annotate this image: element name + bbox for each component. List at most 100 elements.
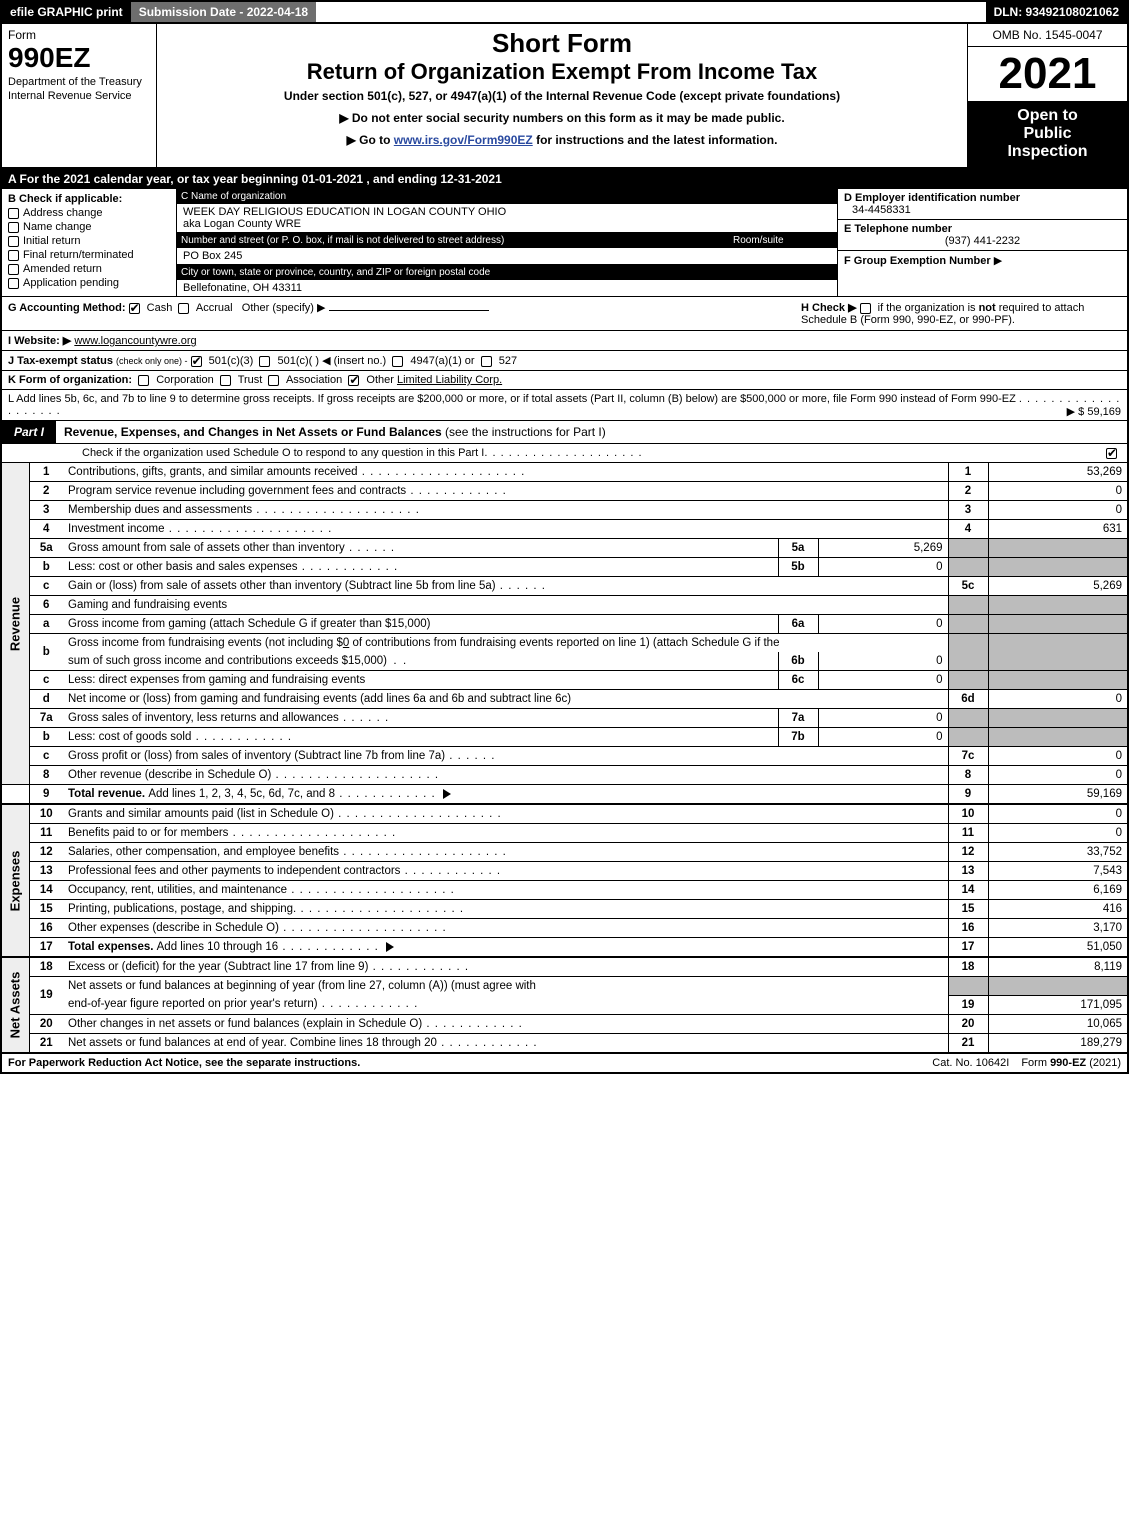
- subtitle: Under section 501(c), 527, or 4947(a)(1)…: [165, 89, 959, 103]
- checkbox-checked-icon[interactable]: [129, 303, 140, 314]
- checkbox-icon[interactable]: [8, 250, 19, 261]
- submission-date: Submission Date - 2022-04-18: [131, 2, 316, 22]
- city-hdr: City or town, state or province, country…: [177, 265, 837, 280]
- d-block: D Employer identification number 34-4458…: [838, 189, 1127, 220]
- main-title: Return of Organization Exempt From Incom…: [165, 59, 959, 85]
- table-row: d Net income or (loss) from gaming and f…: [1, 690, 1128, 709]
- table-row: 7a Gross sales of inventory, less return…: [1, 709, 1128, 728]
- checkbox-checked-icon[interactable]: [1106, 448, 1117, 459]
- col-def: D Employer identification number 34-4458…: [837, 189, 1127, 296]
- b-opt-final[interactable]: Final return/terminated: [8, 249, 170, 261]
- table-row: 20 Other changes in net assets or fund b…: [1, 1014, 1128, 1033]
- table-row: b Less: cost of goods sold 7b 0: [1, 728, 1128, 747]
- form-header: Form 990EZ Department of the Treasury In…: [0, 24, 1129, 169]
- irs-link[interactable]: www.irs.gov/Form990EZ: [394, 133, 533, 147]
- table-row: 9 Total revenue. Add lines 1, 2, 3, 4, 5…: [1, 785, 1128, 805]
- street-hdr: Number and street (or P. O. box, if mail…: [177, 233, 837, 248]
- checkbox-icon[interactable]: [8, 208, 19, 219]
- footer-catno: Cat. No. 10642I: [926, 1054, 1015, 1072]
- efile-label: efile GRAPHIC print: [2, 2, 131, 22]
- l-amount: ▶ $ 59,169: [1067, 405, 1121, 418]
- table-row: 14 Occupancy, rent, utilities, and maint…: [1, 881, 1128, 900]
- checkbox-icon[interactable]: [178, 303, 189, 314]
- row-gh: G Accounting Method: Cash Accrual Other …: [0, 297, 1129, 331]
- part-i-table: Revenue 1 Contributions, gifts, grants, …: [0, 463, 1129, 1053]
- triangle-icon: ▶: [994, 255, 1002, 267]
- table-row: 12 Salaries, other compensation, and emp…: [1, 843, 1128, 862]
- table-row: b Less: cost or other basis and sales ex…: [1, 558, 1128, 577]
- checkbox-checked-icon[interactable]: [191, 356, 202, 367]
- table-row: c Gross profit or (loss) from sales of i…: [1, 747, 1128, 766]
- goto-post: for instructions and the latest informat…: [533, 133, 778, 147]
- goto-pre: ▶ Go to: [347, 133, 394, 147]
- b-opt-amended[interactable]: Amended return: [8, 263, 170, 275]
- b-opt-pending[interactable]: Application pending: [8, 277, 170, 289]
- g-block: G Accounting Method: Cash Accrual Other …: [8, 301, 801, 326]
- b-opt-name[interactable]: Name change: [8, 221, 170, 233]
- row-a: A For the 2021 calendar year, or tax yea…: [0, 169, 1129, 189]
- city-val: Bellefonatine, OH 43311: [177, 280, 837, 296]
- revenue-side: Revenue: [1, 463, 29, 785]
- table-row: c Gain or (loss) from sale of assets oth…: [1, 577, 1128, 596]
- form-word: Form: [8, 28, 150, 42]
- other-specify-input[interactable]: [329, 310, 489, 311]
- footer-formref: Form 990-EZ (2021): [1015, 1054, 1127, 1072]
- row-j: J Tax-exempt status (check only one) - 5…: [0, 351, 1129, 371]
- table-row: 21 Net assets or fund balances at end of…: [1, 1033, 1128, 1052]
- table-row: end-of-year figure reported on prior yea…: [1, 995, 1128, 1014]
- table-row: Expenses 10 Grants and similar amounts p…: [1, 804, 1128, 824]
- k-other-val: Limited Liability Corp.: [397, 374, 502, 386]
- checkbox-icon[interactable]: [220, 375, 231, 386]
- checkbox-icon[interactable]: [138, 375, 149, 386]
- form-id-block: Form 990EZ Department of the Treasury In…: [2, 24, 157, 167]
- b-opt-initial[interactable]: Initial return: [8, 235, 170, 247]
- dept-line2: Internal Revenue Service: [8, 90, 150, 102]
- phone-value: (937) 441-2232: [844, 235, 1121, 247]
- ssn-note: ▶ Do not enter social security numbers o…: [165, 111, 959, 125]
- checkbox-icon[interactable]: [481, 356, 492, 367]
- checkbox-icon[interactable]: [259, 356, 270, 367]
- col-b: B Check if applicable: Address change Na…: [2, 189, 177, 296]
- table-row: 19 Net assets or fund balances at beginn…: [1, 977, 1128, 996]
- website-link[interactable]: www.logancountywre.org: [74, 335, 196, 347]
- h-block: H Check ▶ if the organization is not req…: [801, 301, 1121, 326]
- table-row: 13 Professional fees and other payments …: [1, 862, 1128, 881]
- b-opt-address[interactable]: Address change: [8, 207, 170, 219]
- netassets-side: Net Assets: [1, 957, 29, 1052]
- checkbox-checked-icon[interactable]: [348, 375, 359, 386]
- table-row: 5a Gross amount from sale of assets othe…: [1, 539, 1128, 558]
- dln-label: DLN: 93492108021062: [986, 2, 1127, 22]
- part-i-tag: Part I: [2, 421, 56, 443]
- otp-3: Inspection: [972, 143, 1123, 161]
- table-row: 3 Membership dues and assessments 3 0: [1, 501, 1128, 520]
- goto-note: ▶ Go to www.irs.gov/Form990EZ for instru…: [165, 133, 959, 147]
- checkbox-icon[interactable]: [8, 236, 19, 247]
- b-label: B Check if applicable:: [8, 193, 170, 205]
- checkbox-icon[interactable]: [268, 375, 279, 386]
- top-bar: efile GRAPHIC print Submission Date - 20…: [0, 0, 1129, 24]
- checkbox-icon[interactable]: [392, 356, 403, 367]
- table-row: 11 Benefits paid to or for members 11 0: [1, 824, 1128, 843]
- part-i-sub: Check if the organization used Schedule …: [0, 444, 1129, 463]
- table-row: 15 Printing, publications, postage, and …: [1, 900, 1128, 919]
- otp-2: Public: [972, 125, 1123, 143]
- open-to-public: Open to Public Inspection: [968, 101, 1127, 167]
- checkbox-icon[interactable]: [8, 222, 19, 233]
- checkbox-icon[interactable]: [860, 303, 871, 314]
- footer: For Paperwork Reduction Act Notice, see …: [0, 1053, 1129, 1074]
- checkbox-icon[interactable]: [8, 264, 19, 275]
- street-val: PO Box 245: [177, 248, 837, 265]
- row-k: K Form of organization: Corporation Trus…: [0, 371, 1129, 390]
- part-i-title: Revenue, Expenses, and Changes in Net As…: [56, 421, 1127, 443]
- f-block: F Group Exemption Number ▶: [838, 251, 1127, 270]
- expenses-side: Expenses: [1, 804, 29, 957]
- short-form-title: Short Form: [165, 28, 959, 59]
- table-row: 17 Total expenses. Add lines 10 through …: [1, 938, 1128, 958]
- part-i-header: Part I Revenue, Expenses, and Changes in…: [0, 421, 1129, 444]
- footer-notice: For Paperwork Reduction Act Notice, see …: [2, 1054, 926, 1072]
- omb-number: OMB No. 1545-0047: [968, 24, 1127, 47]
- row-l: L Add lines 5b, 6c, and 7b to line 9 to …: [0, 390, 1129, 421]
- form-number: 990EZ: [8, 42, 150, 74]
- checkbox-icon[interactable]: [8, 278, 19, 289]
- table-row: 2 Program service revenue including gove…: [1, 482, 1128, 501]
